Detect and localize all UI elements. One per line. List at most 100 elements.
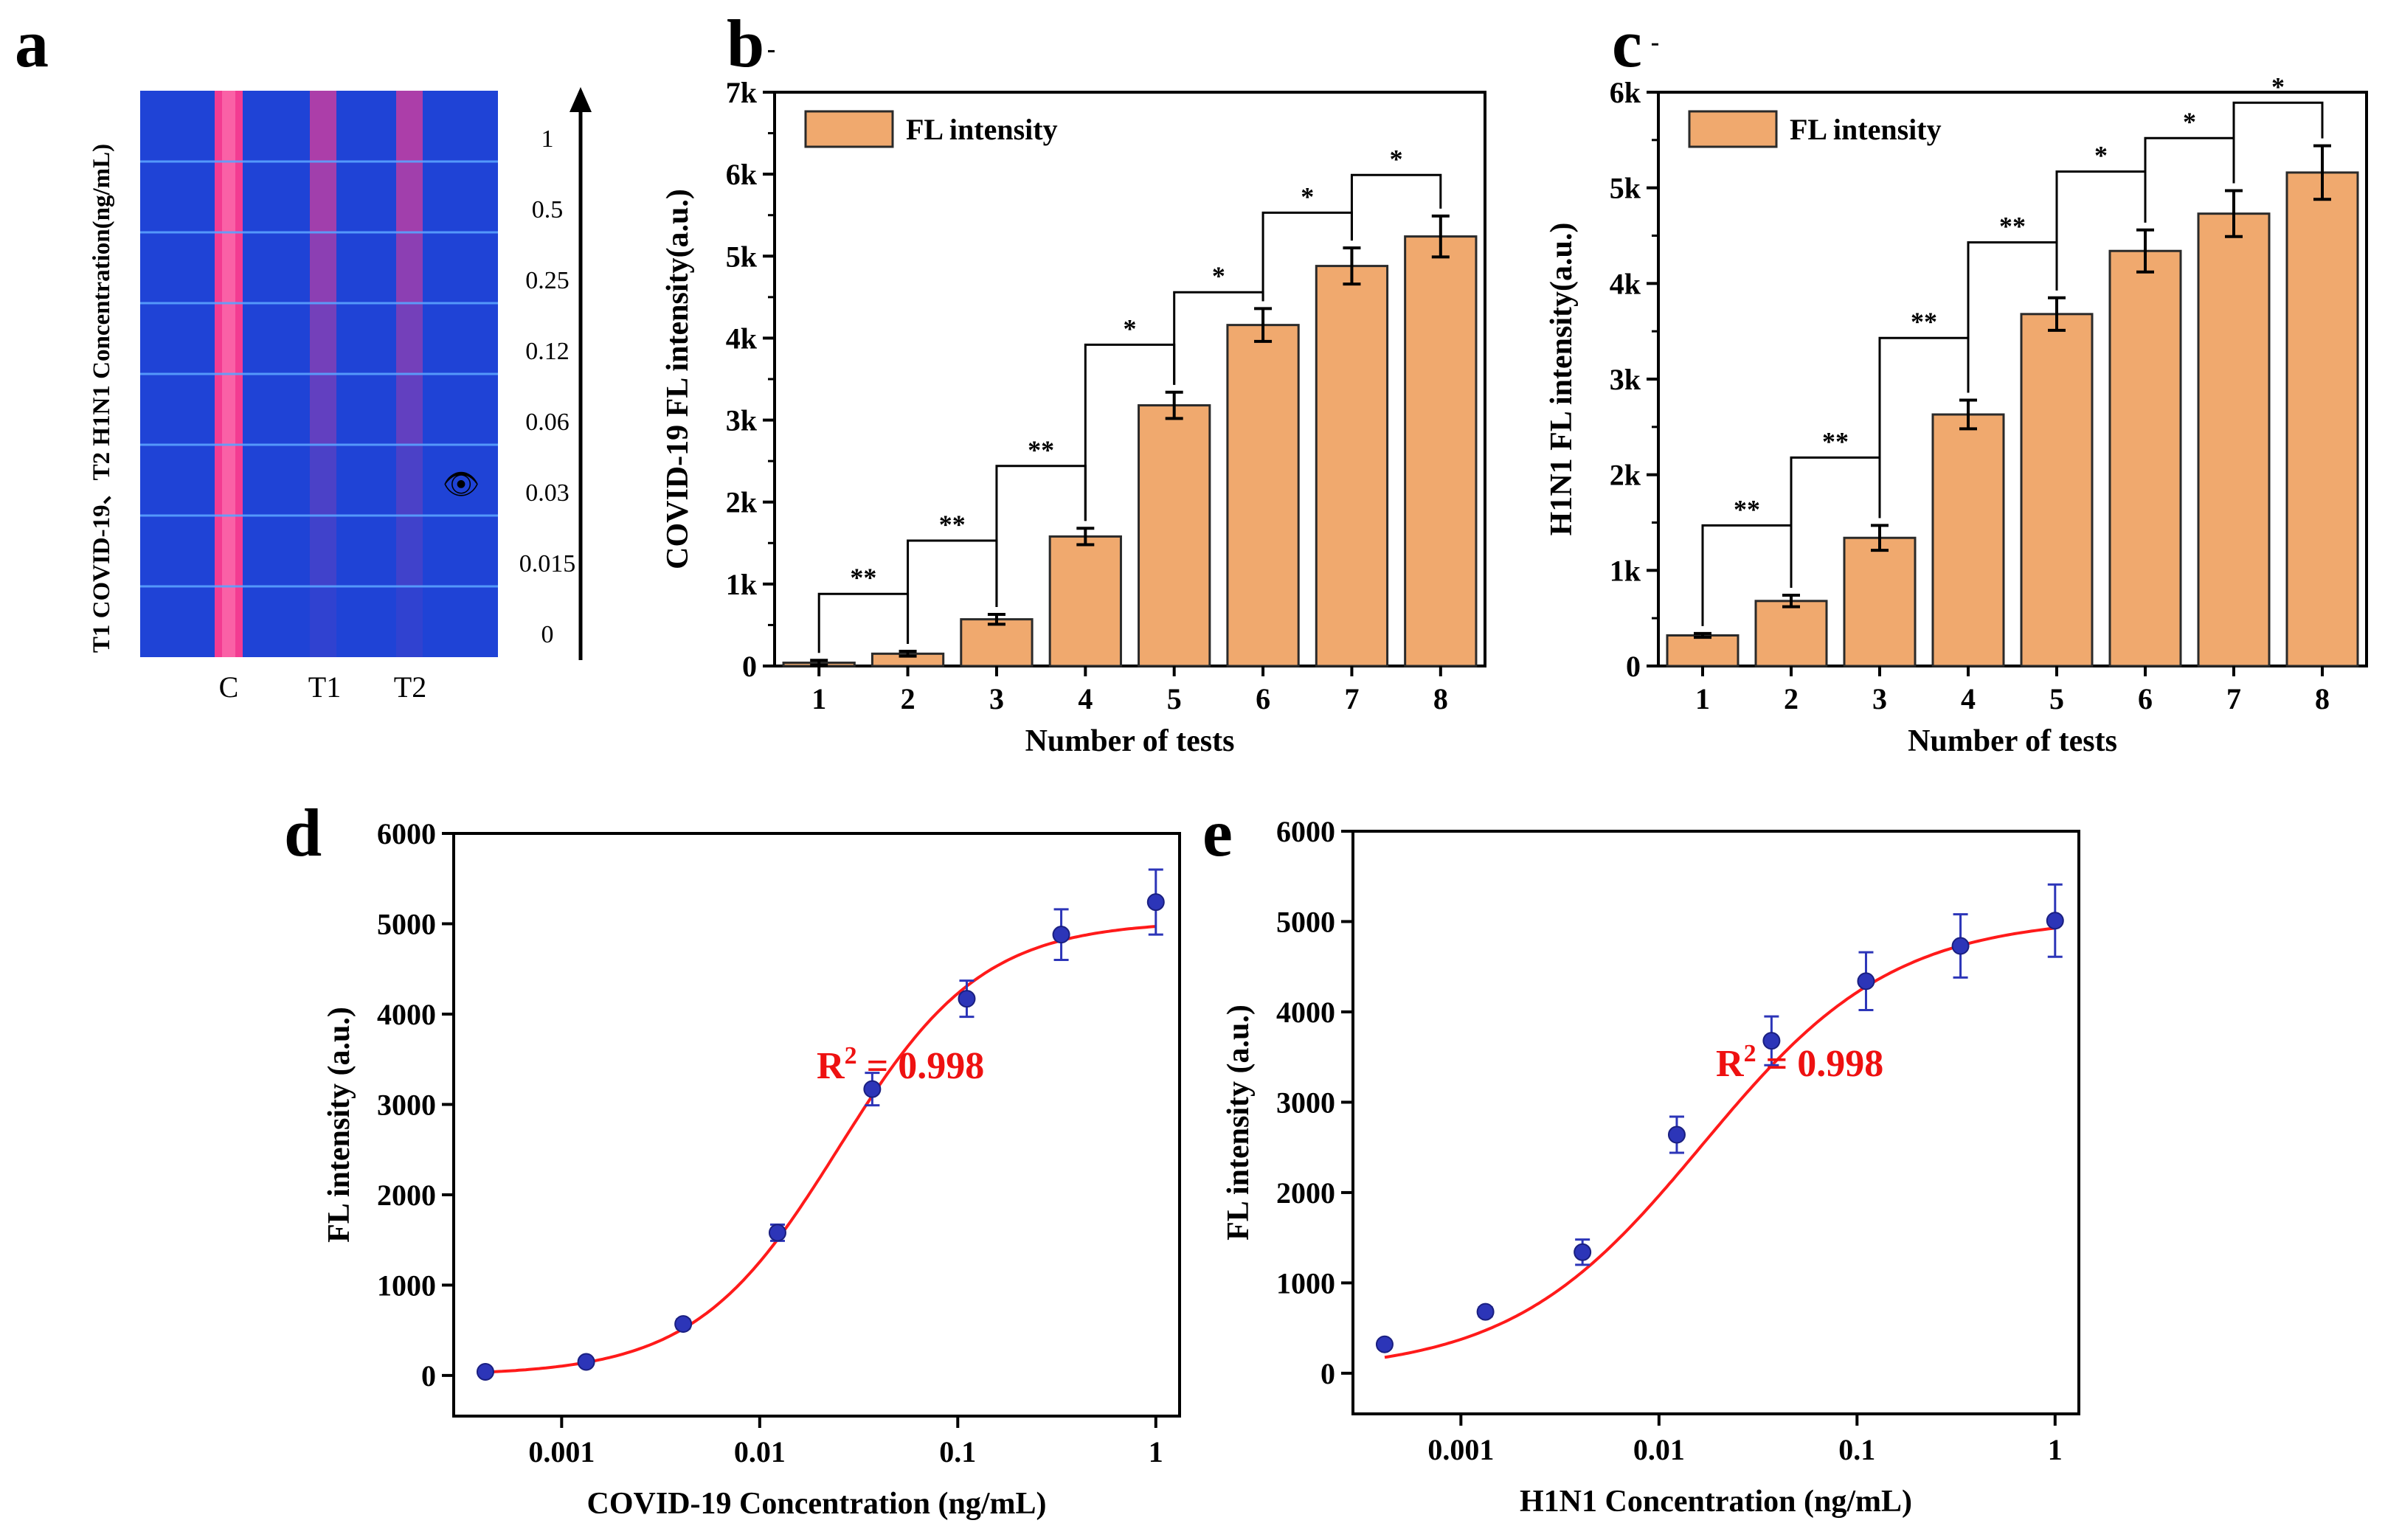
r-squared-annotation: R2 = 0.998	[1716, 1040, 1883, 1085]
concentration-label: 0.5	[532, 196, 564, 223]
significance-label: **	[850, 563, 876, 592]
data-point	[768, 1224, 786, 1242]
panel-letter-b: b	[727, 6, 764, 81]
y-tick-label: 6k	[726, 158, 758, 191]
bar	[2020, 313, 2094, 667]
t2-line-segment	[396, 91, 423, 162]
y-tick-label: 6k	[1610, 76, 1641, 109]
x-tick-label: 0.001	[1427, 1433, 1494, 1466]
t2-line-segment	[396, 162, 423, 232]
x-tick-label: 3	[1872, 682, 1887, 715]
x-tick-label: 6	[2138, 682, 2153, 715]
y-axis-label: FL intensity (a.u.)	[322, 1007, 356, 1243]
data-point	[1574, 1243, 1592, 1261]
legend-label: FL intensity	[906, 113, 1058, 146]
y-tick-label: 3000	[1276, 1086, 1335, 1119]
x-tick-label: 5	[2049, 682, 2064, 715]
t2-line-segment	[396, 303, 423, 374]
t2-line-segment	[396, 445, 423, 516]
bar	[1226, 324, 1300, 667]
t1-line-segment	[310, 91, 336, 162]
x-tick-label: 7	[1344, 682, 1359, 715]
panel-a-strip: T1 COVID-19、T2 H1N1 Concentration(ng/mL)…	[89, 87, 592, 704]
legend-label: FL intensity	[1790, 113, 1942, 146]
panel-letter-a: a	[15, 6, 49, 81]
concentration-arrow-head	[570, 87, 592, 112]
x-tick-label: 6	[1256, 682, 1270, 715]
lane-label-t1: T1	[308, 670, 341, 704]
y-tick-label: 4k	[726, 322, 758, 355]
data-point	[476, 1362, 494, 1381]
fit-curve	[485, 925, 1156, 1374]
y-tick-label: 3000	[377, 1088, 436, 1121]
y-tick-label: 1000	[377, 1269, 436, 1302]
significance-label: *	[1124, 313, 1137, 343]
t1-line-segment	[310, 586, 336, 657]
concentration-label: 1	[541, 125, 554, 153]
x-tick-label: 0.01	[1633, 1433, 1685, 1466]
concentration-label: 0.03	[525, 479, 570, 507]
t1-line-segment	[310, 374, 336, 445]
bar	[2285, 171, 2359, 667]
x-tick-label: 8	[2315, 682, 2330, 715]
concentration-label: 0	[541, 621, 554, 648]
data-point	[1667, 1125, 1686, 1144]
r-squared-annotation: R2 = 0.998	[817, 1042, 984, 1087]
significance-bracket	[1350, 173, 1442, 241]
x-tick-label: 8	[1433, 682, 1448, 715]
y-tick-label: 2k	[1610, 459, 1641, 492]
data-point	[863, 1080, 882, 1098]
data-point	[958, 990, 976, 1008]
data-point	[1375, 1335, 1394, 1353]
x-tick-label: 0.1	[1838, 1433, 1875, 1466]
t1-line-segment	[310, 303, 336, 374]
y-tick-label: 1k	[726, 568, 758, 601]
x-tick-label: 5	[1167, 682, 1182, 715]
y-tick-label: 6000	[377, 817, 436, 850]
data-point	[2046, 912, 2064, 930]
x-tick-label: 4	[1078, 682, 1093, 715]
significance-label: *	[2183, 107, 2196, 136]
significance-label: **	[1911, 307, 1937, 336]
y-tick-label: 4000	[377, 998, 436, 1031]
concentration-label: 0.12	[525, 338, 570, 365]
bar	[1666, 634, 1740, 667]
y-axis-label: COVID-19 FL intensity(a.u.)	[661, 189, 695, 569]
data-point	[1951, 937, 1970, 955]
significance-bracket	[817, 592, 910, 653]
t2-line-segment	[396, 374, 423, 445]
y-tick-label: 5k	[1610, 172, 1641, 205]
x-tick-label: 2	[1784, 682, 1799, 715]
bar	[1315, 265, 1389, 667]
y-tick-label: 5000	[377, 907, 436, 940]
data-point	[674, 1315, 693, 1333]
x-axis-label: Number of tests	[1025, 724, 1235, 758]
data-point	[1052, 926, 1070, 944]
x-tick-label: 0.001	[528, 1435, 595, 1468]
t2-line-segment	[396, 232, 423, 303]
y-tick-label: 6000	[1276, 815, 1335, 848]
bar	[1931, 413, 2005, 667]
y-tick-label: 4000	[1276, 996, 1335, 1029]
significance-label: *	[2271, 72, 2285, 101]
y-tick-label: 4k	[1610, 267, 1641, 300]
t1-line-segment	[310, 232, 336, 303]
t2-line-segment	[396, 586, 423, 657]
panel-letter-e: e	[1202, 795, 1233, 870]
x-axis-label: COVID-19 Concentration (ng/mL)	[587, 1487, 1047, 1521]
x-tick-label: 1	[1149, 1435, 1163, 1468]
bar	[1138, 404, 1211, 667]
significance-label: *	[1212, 261, 1225, 291]
significance-label: **	[1028, 435, 1054, 465]
data-point	[1476, 1303, 1495, 1321]
y-tick-label: 0	[742, 650, 757, 683]
strip-eye-icon: 👁	[443, 468, 480, 501]
bar	[2108, 249, 2182, 667]
concentration-label: 0.015	[519, 550, 576, 578]
y-tick-label: 3k	[1610, 363, 1641, 396]
t1-line-segment	[310, 445, 336, 516]
y-tick-label: 1k	[1610, 554, 1641, 587]
bar	[1843, 536, 1917, 667]
x-tick-label: 2	[901, 682, 915, 715]
y-tick-label: 5k	[726, 240, 758, 273]
